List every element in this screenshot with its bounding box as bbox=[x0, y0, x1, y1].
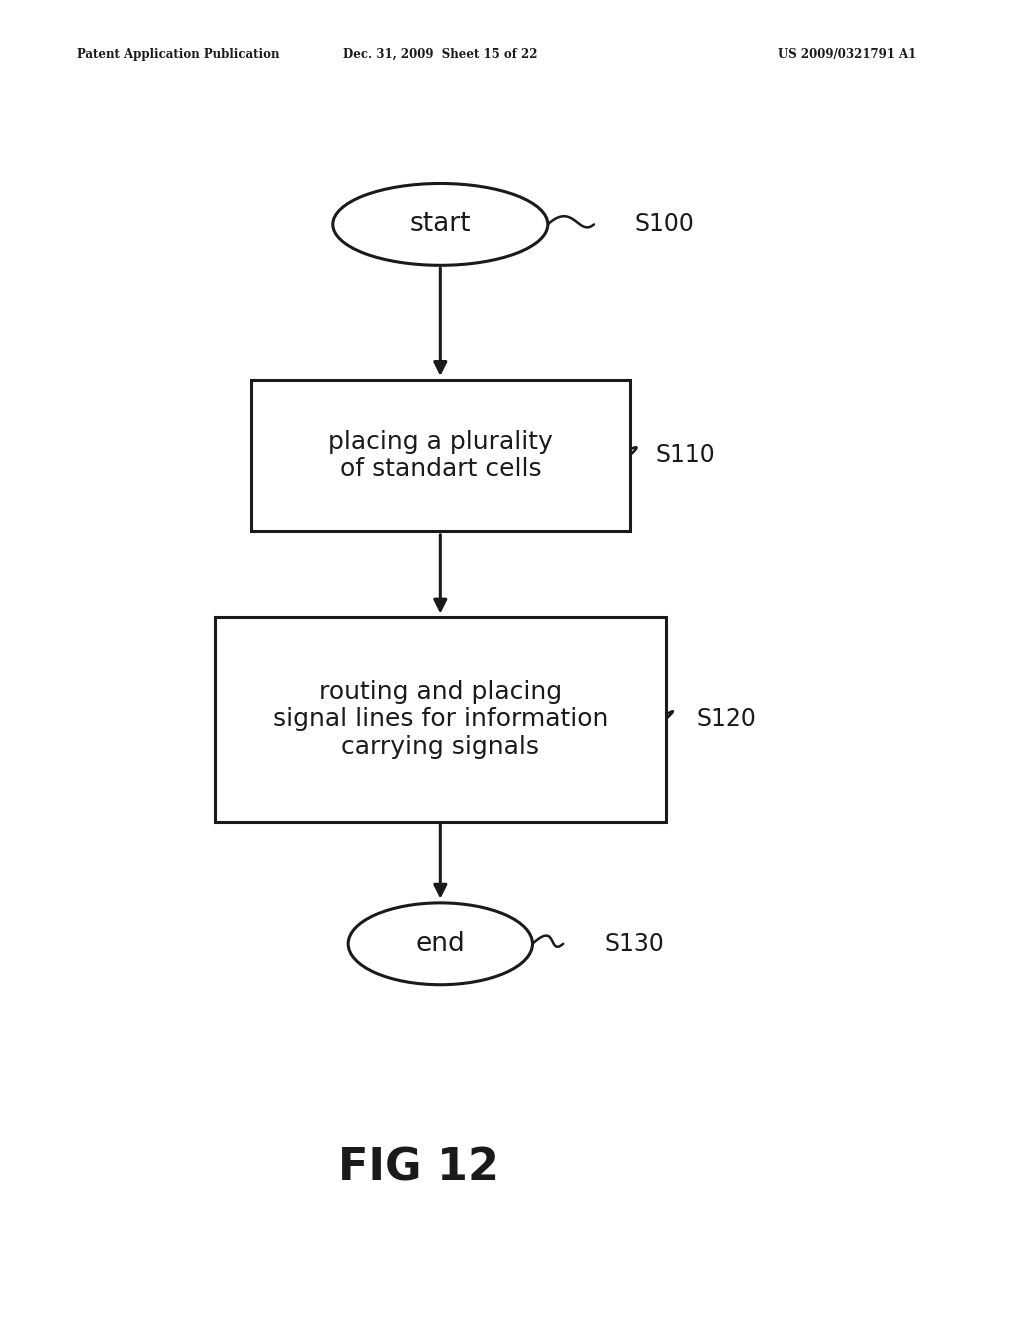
Ellipse shape bbox=[348, 903, 532, 985]
Text: S130: S130 bbox=[604, 932, 664, 956]
Ellipse shape bbox=[333, 183, 548, 265]
Text: S120: S120 bbox=[696, 708, 756, 731]
FancyBboxPatch shape bbox=[215, 618, 666, 821]
Text: Dec. 31, 2009  Sheet 15 of 22: Dec. 31, 2009 Sheet 15 of 22 bbox=[343, 48, 538, 61]
FancyBboxPatch shape bbox=[251, 380, 630, 531]
Text: Patent Application Publication: Patent Application Publication bbox=[77, 48, 280, 61]
Text: routing and placing
signal lines for information
carrying signals: routing and placing signal lines for inf… bbox=[272, 680, 608, 759]
Text: US 2009/0321791 A1: US 2009/0321791 A1 bbox=[778, 48, 916, 61]
Text: end: end bbox=[416, 931, 465, 957]
Text: placing a plurality
of standart cells: placing a plurality of standart cells bbox=[328, 429, 553, 482]
Text: start: start bbox=[410, 211, 471, 238]
Text: S110: S110 bbox=[655, 444, 715, 467]
Text: FIG 12: FIG 12 bbox=[338, 1147, 499, 1189]
Text: S100: S100 bbox=[635, 213, 694, 236]
